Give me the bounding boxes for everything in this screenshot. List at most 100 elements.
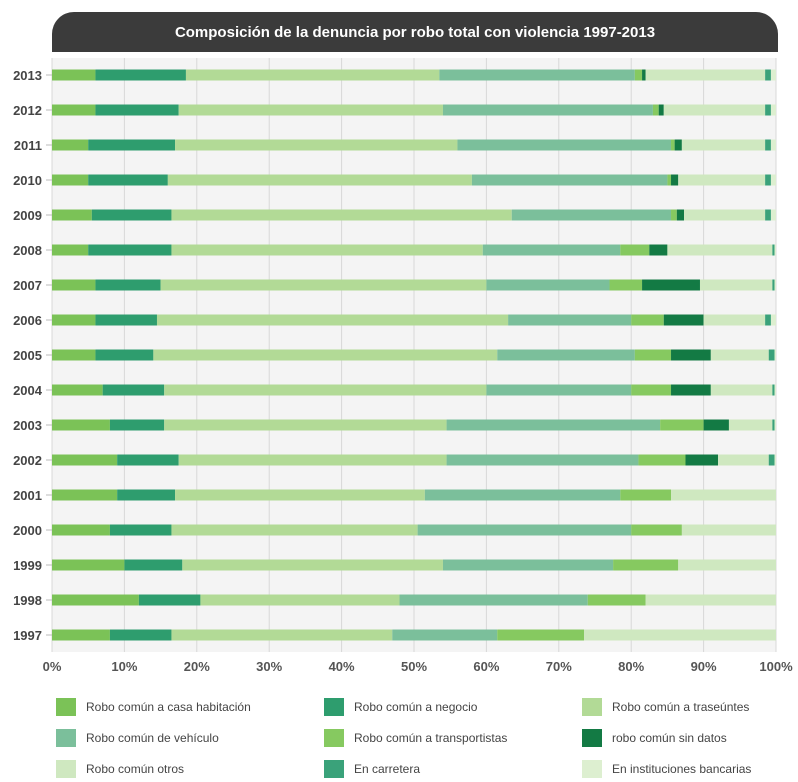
bar-segment <box>642 280 700 291</box>
x-tick-label: 60% <box>473 659 499 674</box>
bar-segment <box>667 245 772 256</box>
y-tick-label: 2007 <box>13 278 42 293</box>
bar-segment <box>704 315 766 326</box>
legend-label: Robo común de vehículo <box>86 731 219 745</box>
bar-segment <box>772 245 774 256</box>
y-tick-label: 2000 <box>13 523 42 538</box>
bar-segment <box>660 420 703 431</box>
legend-label: Robo común a negocio <box>354 700 477 714</box>
bar-segment <box>472 175 667 186</box>
bar-segment <box>700 280 772 291</box>
bar-segment <box>675 140 682 151</box>
bar-segment <box>671 175 678 186</box>
bar-segment <box>52 630 110 641</box>
x-tick-label: 90% <box>691 659 717 674</box>
bar-segment <box>775 245 776 256</box>
bar-segment <box>52 175 88 186</box>
bar-segment <box>771 210 776 221</box>
y-tick-label: 2004 <box>13 383 43 398</box>
bar-segment <box>771 140 776 151</box>
bar-segment <box>635 350 671 361</box>
bar-segment <box>771 70 776 81</box>
bar-segment <box>512 210 671 221</box>
y-tick-label: 2008 <box>13 243 42 258</box>
bar-segment <box>52 280 95 291</box>
y-tick-label: 2009 <box>13 208 42 223</box>
chart-legend: Robo común a casa habitación Robo común a… <box>56 694 786 780</box>
bar-segment <box>110 525 172 536</box>
bar-segment <box>52 140 88 151</box>
y-tick-label: 2011 <box>14 138 42 153</box>
bar-segment <box>110 630 172 641</box>
bar-segment <box>171 210 511 221</box>
bar-segment <box>775 280 776 291</box>
bar-segment <box>52 105 95 116</box>
bar-segment <box>117 490 175 501</box>
bar-segment <box>771 315 776 326</box>
legend-item: Robo común a transportistas <box>324 729 507 747</box>
legend-item: Robo común a traseúntes <box>582 698 749 716</box>
legend-swatch <box>56 698 76 716</box>
x-tick-label: 70% <box>546 659 572 674</box>
bar-segment <box>179 105 443 116</box>
y-tick-label: 2013 <box>13 68 42 83</box>
bar-segment <box>631 385 671 396</box>
bar-segment <box>771 105 776 116</box>
x-tick-label: 50% <box>401 659 427 674</box>
bar-segment <box>52 490 117 501</box>
bar-segment <box>620 490 671 501</box>
bar-segment <box>124 560 182 571</box>
bar-segment <box>682 140 765 151</box>
legend-item: robo común sin datos <box>582 729 727 747</box>
bar-segment <box>179 455 447 466</box>
bar-segment <box>52 245 88 256</box>
bar-segment <box>447 420 661 431</box>
bar-segment <box>729 420 772 431</box>
bar-segment <box>686 455 719 466</box>
bar-segment <box>711 350 769 361</box>
y-tick-label: 1997 <box>13 628 42 643</box>
bar-segment <box>497 630 584 641</box>
y-tick-label: 2005 <box>13 348 42 363</box>
bar-segment <box>775 420 776 431</box>
bar-segment <box>638 455 685 466</box>
bar-segment <box>497 350 635 361</box>
bar-segment <box>631 525 682 536</box>
bar-segment <box>164 420 446 431</box>
bar-segment <box>117 455 179 466</box>
bar-segment <box>95 350 153 361</box>
bar-segment <box>646 595 776 606</box>
legend-swatch <box>324 760 344 778</box>
bar-segment <box>171 525 417 536</box>
bar-segment <box>392 630 497 641</box>
bar-segment <box>52 350 95 361</box>
bar-segment <box>584 630 776 641</box>
bar-segment <box>153 350 497 361</box>
bar-segment <box>769 455 775 466</box>
bar-segment <box>88 175 168 186</box>
bar-segment <box>447 455 639 466</box>
bar-segment <box>483 245 621 256</box>
bar-segment <box>88 140 175 151</box>
bar-segment <box>95 280 160 291</box>
bar-segment <box>400 595 588 606</box>
bar-segment <box>765 105 771 116</box>
bar-segment <box>443 560 613 571</box>
bar-segment <box>418 525 632 536</box>
bar-segment <box>52 525 110 536</box>
bar-segment <box>171 630 392 641</box>
bar-segment <box>425 490 620 501</box>
legend-label: Robo común a traseúntes <box>612 700 749 714</box>
bar-segment <box>157 315 508 326</box>
y-tick-label: 2001 <box>13 488 42 503</box>
bar-segment <box>772 420 774 431</box>
bar-segment <box>52 210 92 221</box>
legend-item: Robo común a casa habitación <box>56 698 251 716</box>
bar-segment <box>765 315 771 326</box>
bar-segment <box>671 140 675 151</box>
bar-segment <box>52 595 139 606</box>
y-tick-label: 2006 <box>13 313 42 328</box>
bar-segment <box>631 315 664 326</box>
bar-segment <box>711 385 773 396</box>
bar-segment <box>769 350 775 361</box>
